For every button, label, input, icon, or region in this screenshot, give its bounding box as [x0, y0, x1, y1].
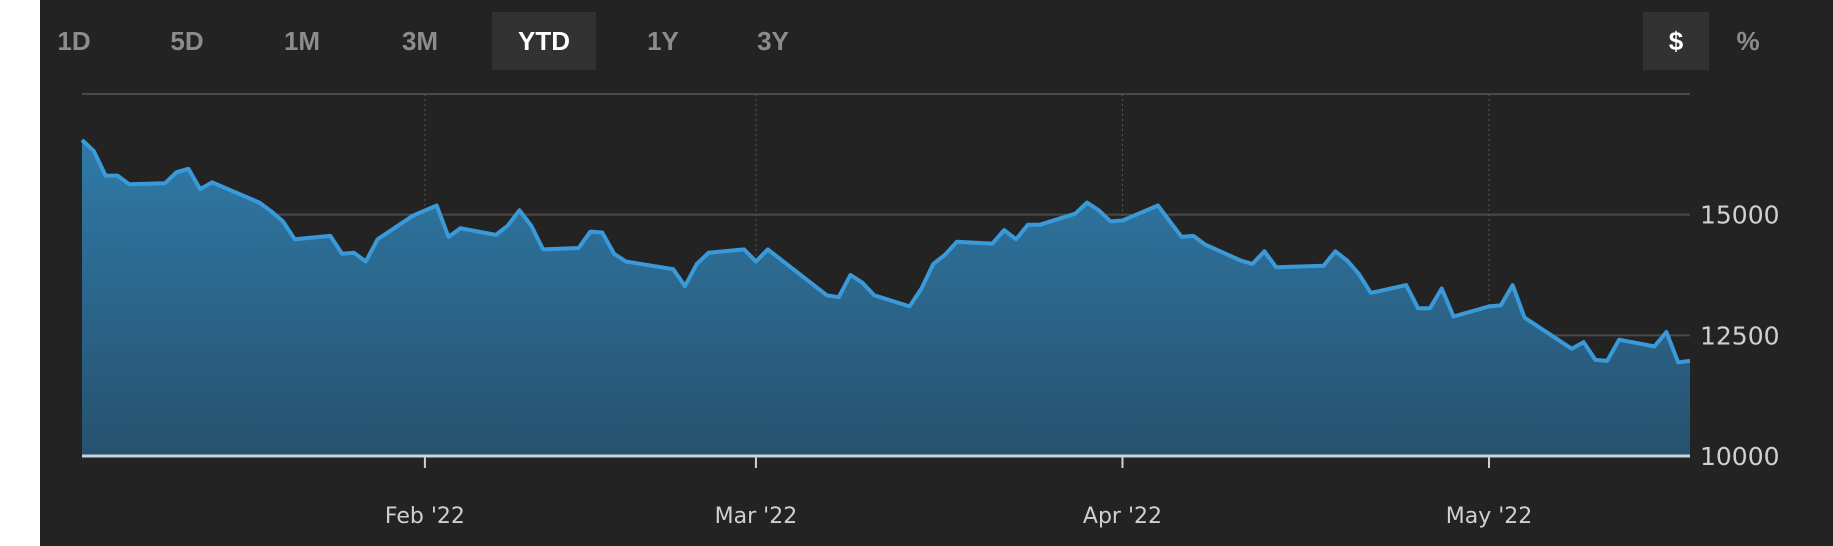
range-1m-button[interactable]: 1M [283, 26, 321, 56]
range-ytd-button[interactable]: YTD [492, 12, 596, 70]
x-tick-label: May '22 [1446, 504, 1533, 529]
x-tick-label: Apr '22 [1083, 504, 1162, 529]
y-tick-label: 15000 [1700, 201, 1780, 230]
range-3y-button[interactable]: 3Y [757, 26, 789, 56]
range-3m-button[interactable]: 3M [401, 26, 439, 56]
series-line [80, 138, 1691, 365]
range-1y-button[interactable]: 1Y [647, 26, 679, 56]
unit-dollar-button[interactable]: $ [1643, 12, 1709, 70]
x-tick-label: Feb '22 [385, 504, 465, 529]
y-tick-label: 10000 [1700, 442, 1780, 471]
x-tick-label: Mar '22 [715, 504, 798, 529]
area-fill [82, 139, 1690, 456]
unit-percent-button[interactable]: % [1736, 26, 1760, 56]
range-5d-button[interactable]: 5D [170, 26, 204, 56]
range-1d-button[interactable]: 1D [57, 26, 91, 56]
y-tick-label: 12500 [1700, 321, 1780, 350]
